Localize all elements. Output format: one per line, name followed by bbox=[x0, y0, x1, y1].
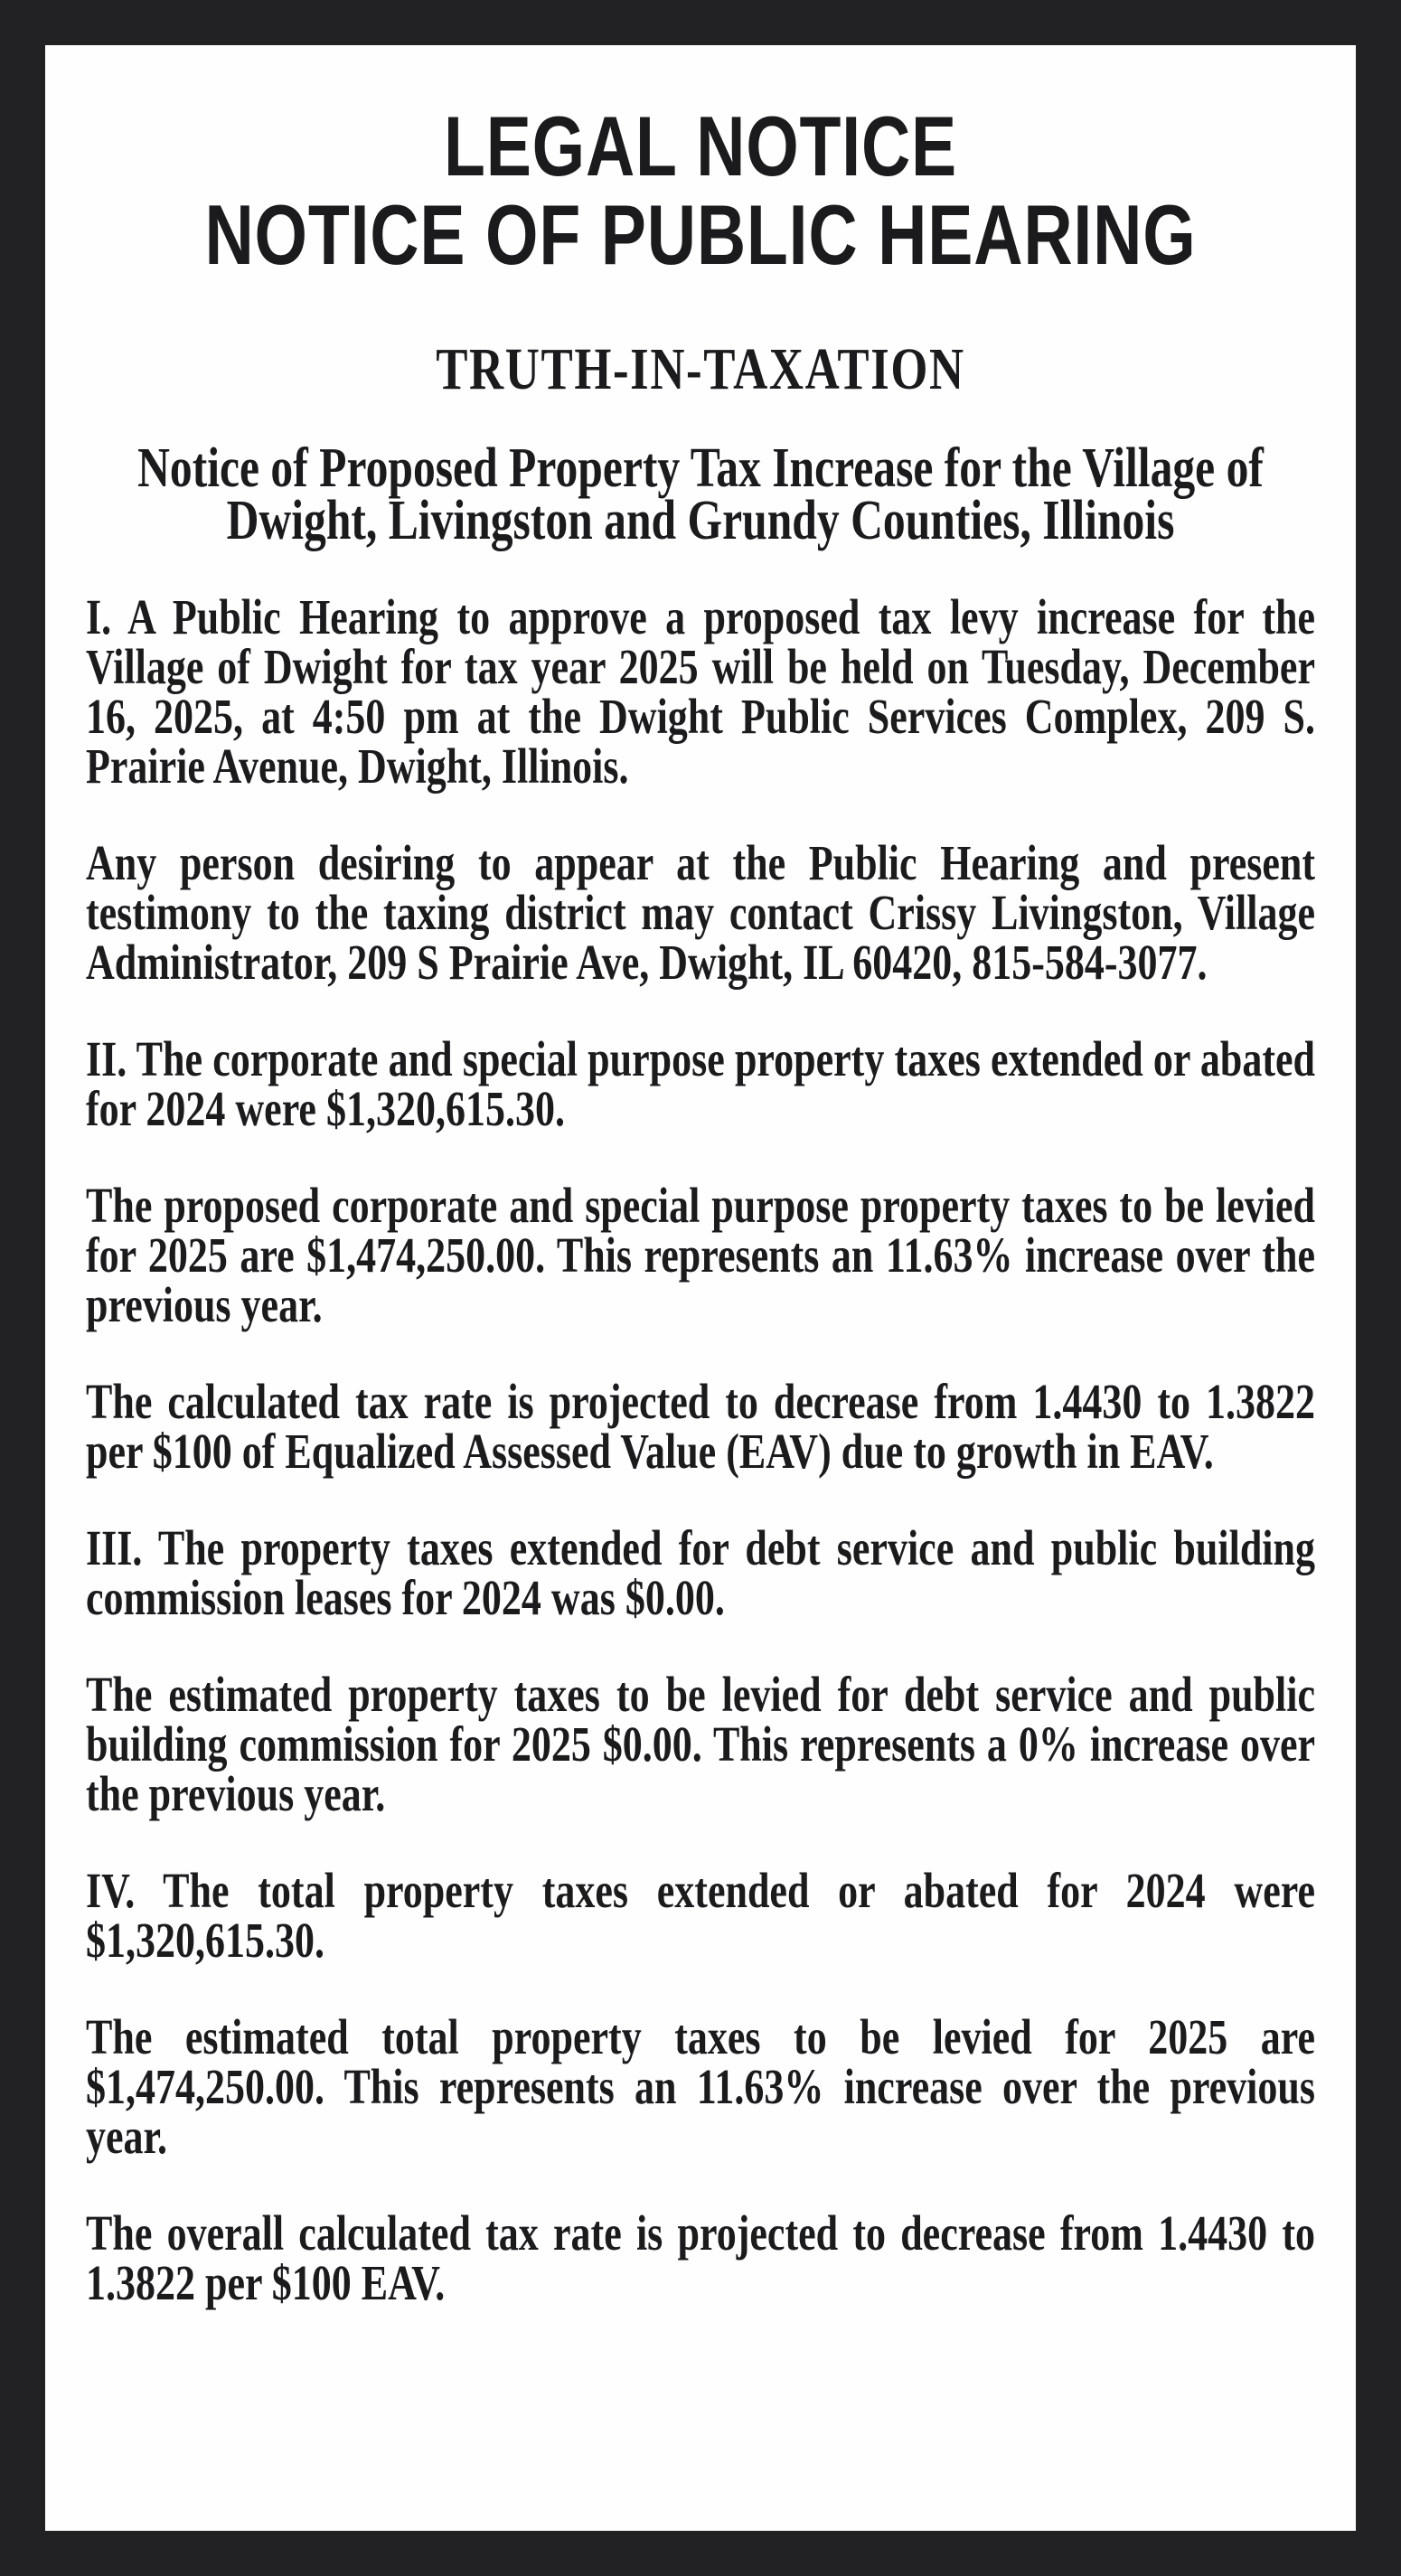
notice-body: I. A Public Hearing to approve a propose… bbox=[86, 592, 1315, 2308]
notice-paragraph-section-4-estimated: The estimated total property taxes to be… bbox=[86, 2009, 1315, 2164]
notice-paragraph-section-3-estimated: The estimated property taxes to be levie… bbox=[86, 1667, 1315, 1821]
notice-paragraph-contact-info: Any person desiring to appear at the Pub… bbox=[86, 835, 1315, 990]
notice-paragraph-section-2-extended: II. The corporate and special purpose pr… bbox=[86, 1031, 1315, 1136]
notice-paragraph-overall-rate: The overall calculated tax rate is proje… bbox=[86, 2205, 1315, 2310]
proposed-tax-increase-subheadline: Notice of Proposed Property Tax Increase… bbox=[137, 437, 1264, 551]
truth-in-taxation-kicker: TRUTH-IN-TAXATION bbox=[436, 336, 965, 402]
notice-paper: LEGAL NOTICE NOTICE OF PUBLIC HEARING TR… bbox=[45, 45, 1356, 2531]
notice-paragraph-section-3-extended: III. The property taxes extended for deb… bbox=[86, 1520, 1315, 1625]
legal-notice-headline: LEGAL NOTICE NOTICE OF PUBLIC HEARING bbox=[86, 45, 1315, 279]
headline-line-1: LEGAL NOTICE bbox=[443, 99, 958, 193]
headline-line-2: NOTICE OF PUBLIC HEARING bbox=[204, 187, 1197, 282]
notice-content: LEGAL NOTICE NOTICE OF PUBLIC HEARING TR… bbox=[86, 45, 1315, 2308]
notice-paragraph-hearing-details: I. A Public Hearing to approve a propose… bbox=[86, 589, 1315, 794]
notice-paragraph-section-2-proposed: The proposed corporate and special purpo… bbox=[86, 1178, 1315, 1332]
notice-paragraph-section-4-total: IV. The total property taxes extended or… bbox=[86, 1863, 1315, 1968]
notice-paragraph-tax-rate: The calculated tax rate is projected to … bbox=[86, 1374, 1315, 1479]
